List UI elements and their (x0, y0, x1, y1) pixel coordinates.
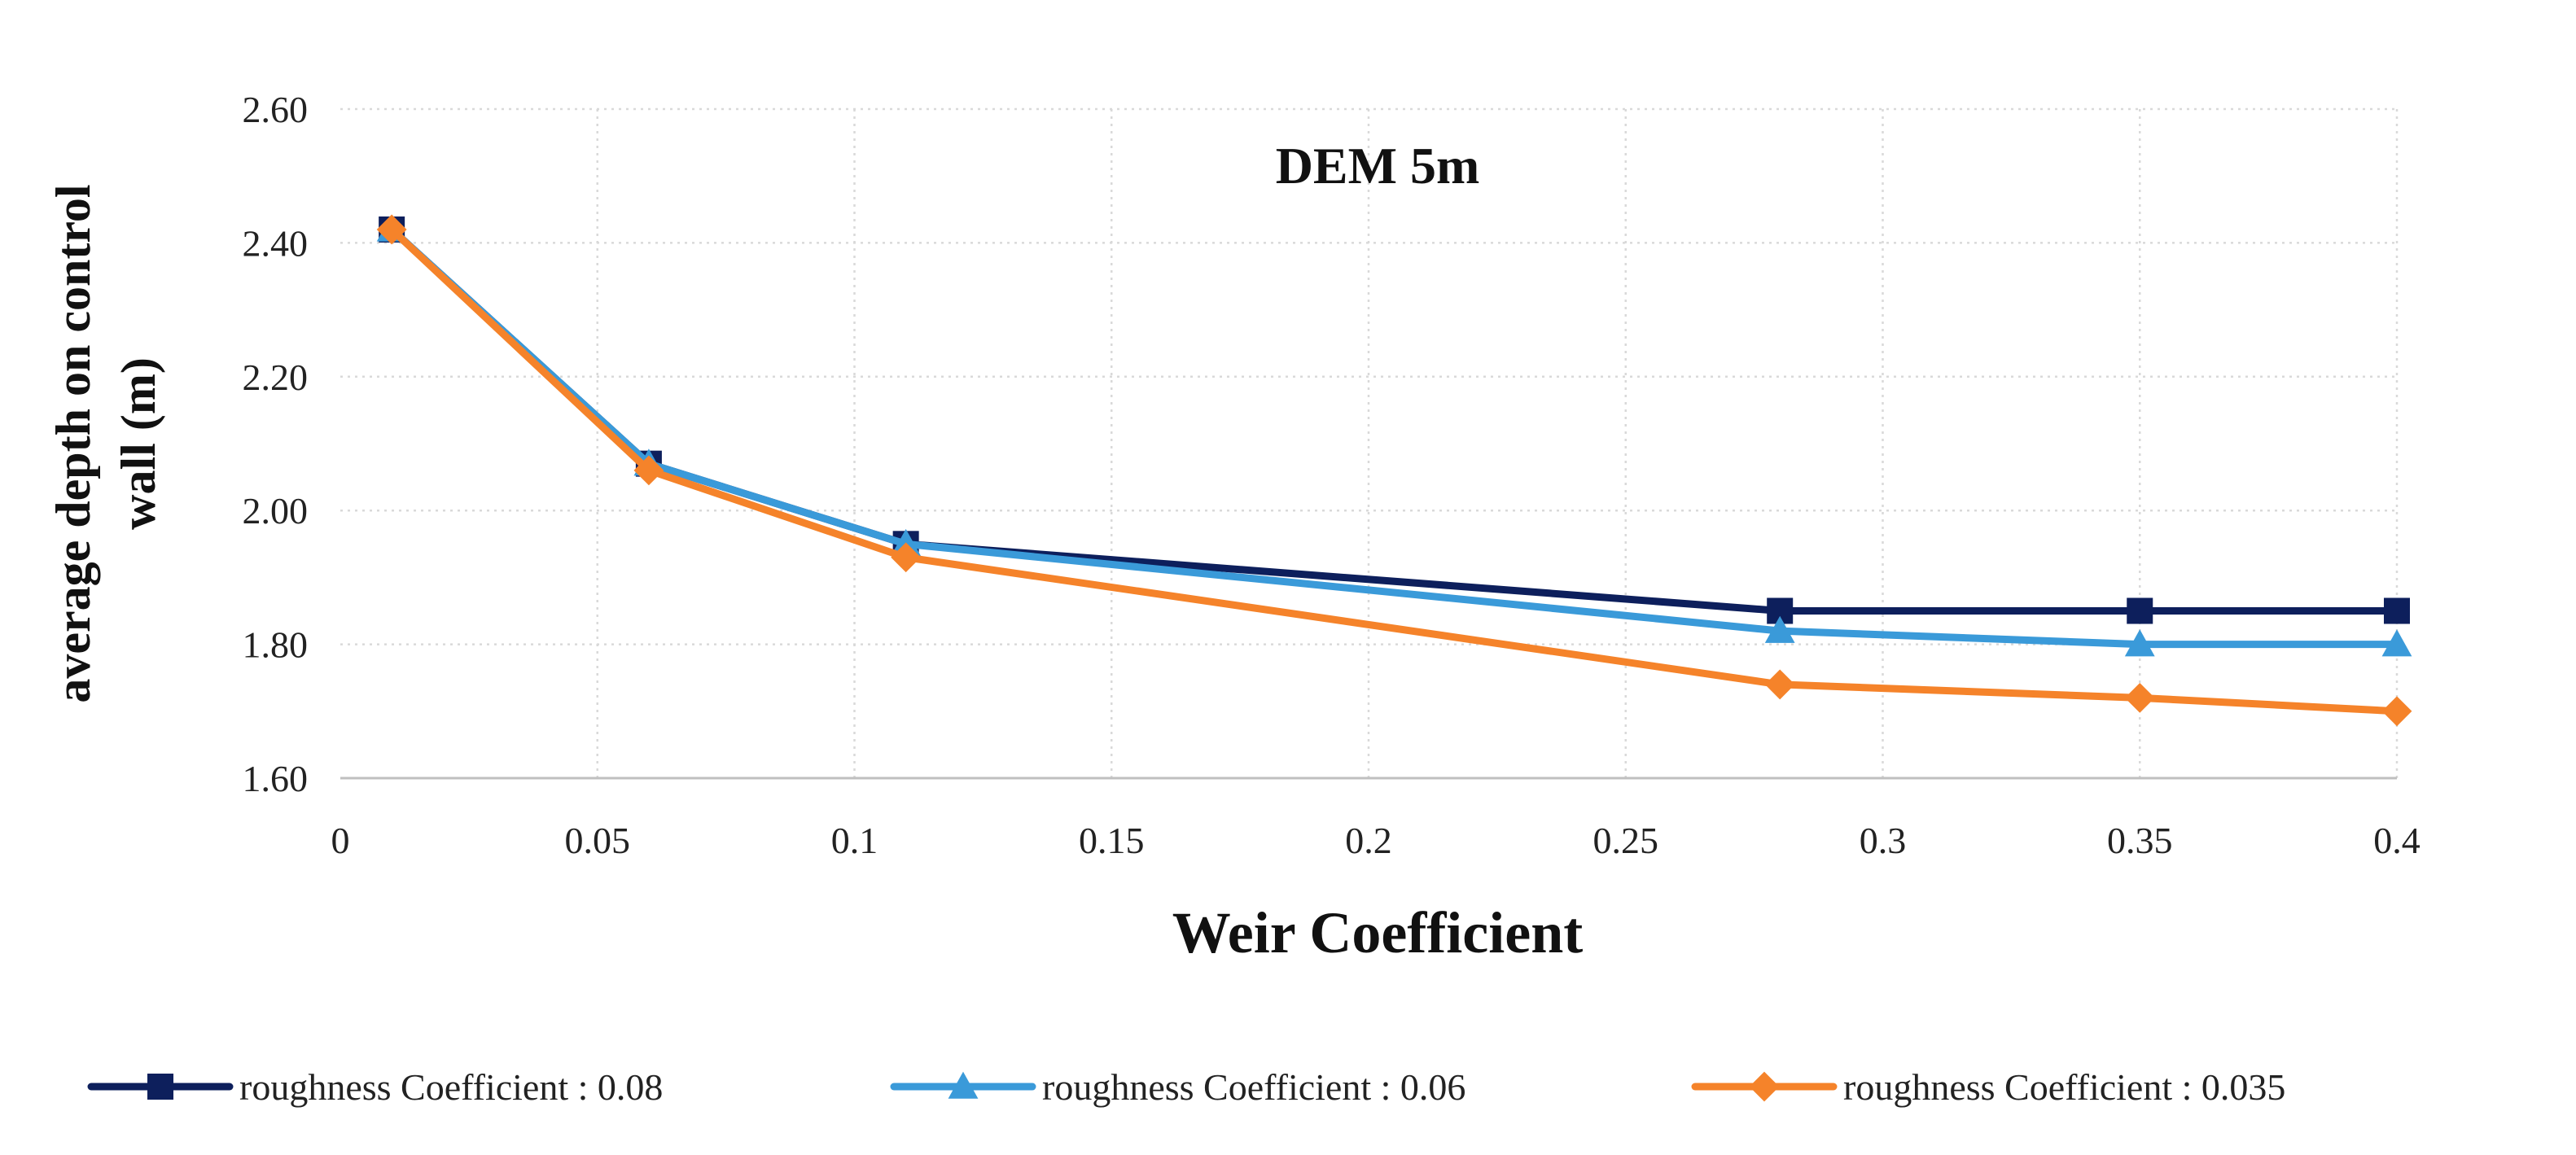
series-line (388, 225, 2401, 615)
legend-label: roughness Coefficient : 0.06 (1042, 1066, 1465, 1108)
y-tick-label: 2.20 (243, 357, 309, 398)
series-2 (376, 214, 2412, 657)
data-point-diamond (376, 214, 407, 245)
chart-title: DEM 5m (1276, 137, 1480, 195)
x-tick-label: 0 (331, 820, 350, 861)
data-point-diamond (2381, 696, 2412, 727)
data-point-diamond (2124, 682, 2155, 713)
y-tick-label: 2.00 (243, 490, 309, 532)
series-line (388, 225, 2401, 649)
series-1 (379, 216, 2410, 624)
y-tick-labels: 1.60 1.80 2.00 2.20 2.40 2.60 (243, 89, 309, 799)
legend-label: roughness Coefficient : 0.035 (1843, 1066, 2285, 1108)
data-point-diamond (891, 542, 922, 573)
series-layer (376, 214, 2412, 727)
x-tick-labels: 0 0.05 0.1 0.15 0.2 0.25 0.3 0.35 0.4 (331, 820, 2420, 861)
y-tick-label: 2.60 (243, 89, 309, 130)
legend-label: roughness Coefficient : 0.08 (239, 1066, 663, 1108)
x-tick-label: 0.35 (2107, 820, 2173, 861)
x-tick-label: 0.1 (831, 820, 878, 861)
data-point-diamond (1749, 1071, 1780, 1102)
data-point-square (2384, 597, 2410, 624)
x-tick-label: 0.2 (1345, 820, 1392, 861)
legend-item-3: roughness Coefficient : 0.035 (1691, 1066, 2285, 1108)
data-point-triangle (2124, 629, 2155, 657)
series-3 (376, 214, 2412, 727)
y-tick-label: 1.60 (243, 758, 309, 799)
data-point-triangle (948, 1071, 979, 1099)
x-tick-label: 0.05 (565, 820, 631, 861)
y-axis-label-line-1: average depth on control (46, 184, 100, 702)
y-tick-label: 2.40 (243, 222, 309, 264)
legend-item-2: roughness Coefficient : 0.06 (890, 1066, 1465, 1108)
legend-item-1: roughness Coefficient : 0.08 (87, 1066, 663, 1108)
data-point-square (2127, 597, 2153, 624)
data-point-triangle (2381, 629, 2412, 657)
x-axis-label: Weir Coefficient (1172, 900, 1584, 965)
series-line (388, 225, 2401, 715)
x-tick-label: 0.4 (2373, 820, 2420, 861)
data-point-diamond (1764, 669, 1795, 700)
y-axis-label-line-2: wall (m) (112, 357, 165, 530)
data-point-triangle (1764, 615, 1795, 643)
x-tick-label: 0.3 (1860, 820, 1907, 861)
legend: roughness Coefficient : 0.08 roughness Co… (87, 1066, 2285, 1108)
y-tick-label: 1.80 (243, 624, 309, 666)
x-tick-label: 0.15 (1079, 820, 1145, 861)
data-point-square (147, 1074, 173, 1100)
x-tick-label: 0.25 (1593, 820, 1659, 861)
gridlines (340, 107, 2399, 778)
data-point-diamond (633, 455, 664, 486)
